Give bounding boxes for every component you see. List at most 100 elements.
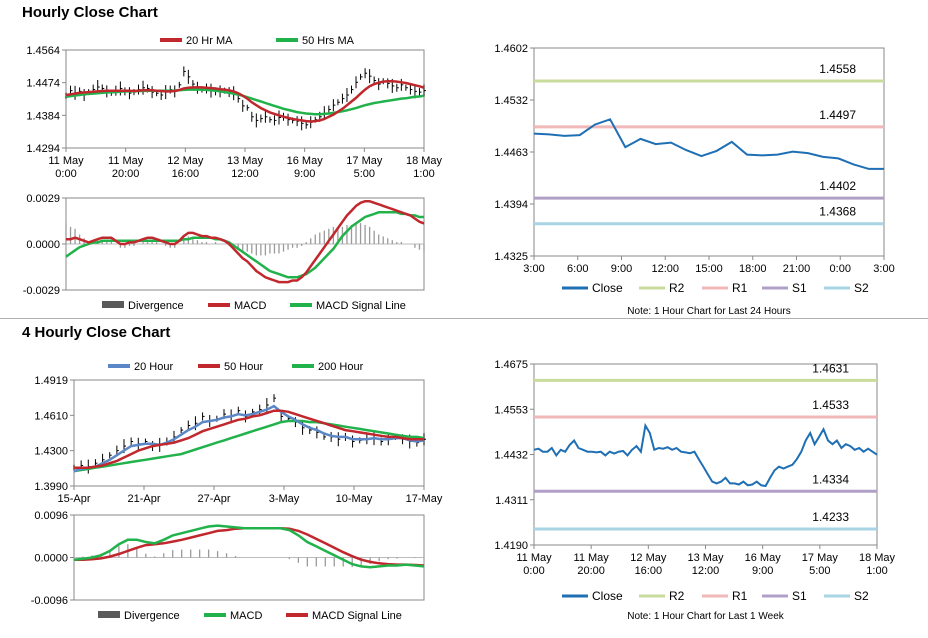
hourly-price-plot-frame (65, 49, 425, 149)
hourly-macd-legend-swatch (102, 301, 124, 308)
hourly-levels-legend-label: R1 (732, 281, 748, 295)
4hourly-levels-legend-label: S1 (792, 589, 807, 603)
4hourly-price-ytick-label: 1.4919 (34, 375, 68, 387)
hourly-price-ytick-label: 1.4294 (26, 143, 60, 155)
hourly-price-xtick-label: 9:00 (294, 168, 315, 180)
4hourly-price-ytick-label: 1.3990 (34, 481, 68, 493)
hourly-price-ytick-label: 1.4384 (26, 110, 60, 122)
4hourly-levels-level-label: 1.4533 (812, 398, 849, 412)
hourly-macd-legend-label: MACD (234, 300, 266, 312)
hourly-levels-ytick-label: 1.4532 (494, 95, 528, 107)
hourly-levels-ytick-label: 1.4463 (494, 147, 528, 159)
4hourly-price-legend-label: 20 Hour (134, 361, 173, 373)
hourly-price-ytick-label: 1.4564 (26, 45, 60, 57)
4hourly-levels-xtick-label: 12 May (630, 552, 667, 564)
4hourly-price-200h-line (73, 419, 425, 473)
hourly-price-xtick-label: 12 May (167, 155, 204, 167)
4hourly-price-xtick-label: 10-May (336, 493, 373, 505)
4hourly-levels-legend-label: R2 (669, 589, 685, 603)
section-title-hourly: Hourly Close Chart (22, 4, 158, 21)
4hourly-levels-xtick-label: 16 May (745, 552, 782, 564)
hourly-price-legend-label: 20 Hr MA (186, 35, 233, 47)
hourly-levels-xtick-label: 0:00 (830, 263, 851, 275)
hourly-macd-legend-label: MACD Signal Line (316, 300, 406, 312)
hourly-price-xtick-label: 0:00 (55, 168, 76, 180)
4hourly-levels-level-label: 1.4334 (812, 472, 849, 486)
4hourly-levels-xtick-label: 13 May (687, 552, 724, 564)
hourly-price-xtick-label: 18 May (406, 155, 443, 167)
4hourly-macd-legend-swatch (98, 611, 120, 618)
4hourly-levels-xtick-label: 20:00 (577, 565, 605, 577)
4hourly-levels-xtick-label: 11 May (516, 552, 552, 564)
hourly-price-20ma-line (65, 79, 425, 123)
4hourly-macd-line (73, 524, 425, 569)
hourly-levels-legend-label: S1 (792, 281, 807, 295)
hourly-levels-level-label: 1.4368 (819, 205, 856, 219)
4hourly-price-xtick-label: 15-Apr (57, 493, 90, 505)
hourly-levels-legend-label: Close (592, 281, 623, 295)
hourly-levels-ytick-label: 1.4325 (494, 251, 528, 263)
4hourly-levels-xtick-label: 11 May (574, 552, 610, 564)
4hourly-levels-xtick-label: 1:00 (866, 565, 887, 577)
4hourly-levels-ytick-label: 1.4311 (495, 495, 528, 507)
hourly-price-xtick-label: 1:00 (413, 168, 434, 180)
4hourly-levels-ytick-label: 1.4432 (494, 450, 528, 462)
4hourly-price-50h-line (74, 409, 424, 469)
4hourly-price-ytick-label: 1.4300 (34, 446, 68, 458)
hourly-price-legend-label: 50 Hrs MA (302, 35, 355, 47)
hourly-price-xtick-label: 5:00 (354, 168, 375, 180)
hourly-levels-xtick-label: 21:00 (783, 263, 811, 275)
4hourly-levels-xtick-label: 0:00 (523, 565, 544, 577)
4hourly-levels-legend-label: S2 (854, 589, 869, 603)
4hourly-price-xtick-label: 17-May (406, 493, 443, 505)
4hourly-levels-legend-label: Close (592, 589, 623, 603)
hourly-levels-ytick-label: 1.4394 (494, 199, 528, 211)
4hourly-macd-ytick-label: 0.0000 (34, 553, 68, 565)
hourly-levels-note: Note: 1 Hour Chart for Last 24 Hours (627, 306, 790, 317)
hourly-levels-level-label: 1.4402 (819, 179, 856, 193)
hourly-macd-ytick-label: 0.0000 (26, 239, 60, 251)
4hourly-macd-legend-label: Divergence (124, 610, 180, 622)
hourly-levels-xtick-label: 18:00 (739, 263, 767, 275)
hourly-levels-xtick-label: 12:00 (651, 263, 679, 275)
hourly-levels-legend-label: R2 (669, 281, 685, 295)
4hourly-levels-xtick-label: 5:00 (809, 565, 830, 577)
hourly-price-xtick-label: 11 May (48, 155, 84, 167)
hourly-price-ytick-label: 1.4474 (26, 78, 60, 90)
4hourly-macd-ytick-label: -0.0096 (31, 595, 68, 607)
4hourly-levels-ytick-label: 1.4190 (494, 540, 528, 552)
hourly-price-xtick-label: 12:00 (231, 168, 259, 180)
hourly-levels-xtick-label: 3:00 (873, 263, 894, 275)
hourly-price-xtick-label: 11 May (108, 155, 144, 167)
4hourly-macd-ytick-label: 0.0096 (34, 510, 68, 522)
4hourly-macd-legend-label: MACD (230, 610, 262, 622)
4hourly-levels-level-label: 1.4233 (812, 510, 849, 524)
4hourly-price-xtick-label: 3-May (269, 493, 300, 505)
hourly-price-50ma-line (65, 88, 425, 116)
hourly-price-xtick-label: 20:00 (112, 168, 140, 180)
hourly-levels-level-label: 1.4497 (819, 108, 856, 122)
4hourly-price-xtick-label: 27-Apr (197, 493, 230, 505)
4hourly-price-20h-line (73, 404, 425, 473)
4hourly-price-ytick-label: 1.4610 (34, 410, 68, 422)
hourly-levels-legend-label: S2 (854, 281, 869, 295)
4hourly-levels-xtick-label: 18 May (859, 552, 896, 564)
4hourly-macd-legend-label: MACD Signal Line (312, 610, 402, 622)
4hourly-levels-ytick-label: 1.4675 (494, 359, 528, 371)
4hourly-price-legend-label: 200 Hour (318, 361, 364, 373)
4hourly-levels-xtick-label: 12:00 (692, 565, 720, 577)
4hourly-levels-xtick-label: 17 May (802, 552, 839, 564)
4hourly-levels-note: Note: 1 Hour Chart for Last 1 Week (627, 611, 785, 622)
section-divider (0, 318, 928, 319)
hourly-levels-xtick-label: 9:00 (611, 263, 632, 275)
hourly-macd-line (66, 199, 425, 284)
hourly-levels-xtick-label: 6:00 (567, 263, 588, 275)
4hourly-levels-xtick-label: 16:00 (635, 565, 663, 577)
hourly-levels-ytick-label: 1.4602 (494, 43, 528, 55)
4hourly-levels-ytick-label: 1.4553 (494, 404, 528, 416)
4hourly-price-xtick-label: 21-Apr (127, 493, 160, 505)
4hourly-macd-signal-line (74, 527, 425, 567)
4hourly-levels-xtick-label: 9:00 (752, 565, 773, 577)
hourly-levels-xtick-label: 3:00 (523, 263, 544, 275)
hourly-macd-legend-label: Divergence (128, 300, 184, 312)
